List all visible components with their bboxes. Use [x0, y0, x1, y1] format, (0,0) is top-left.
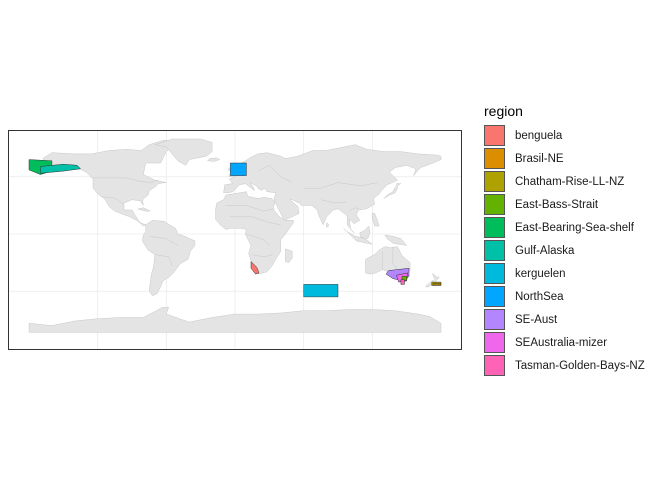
legend-item-brasil-ne: Brasil-NE: [484, 147, 670, 170]
legend-label: kerguelen: [515, 267, 566, 280]
legend-swatch-gulf-alaska: [484, 240, 505, 261]
country-border: [101, 196, 125, 205]
legend-swatch-chatham: [484, 171, 505, 192]
land-masses: [28, 138, 442, 333]
legend-item-east-bearing: East-Bearing-Sea-shelf: [484, 216, 670, 239]
land-iceland: [207, 157, 220, 162]
legend-swatch-northsea: [484, 286, 505, 307]
land-nz-north: [432, 273, 440, 282]
legend-swatch-brasil-ne: [484, 148, 505, 169]
country-border: [91, 177, 159, 183]
land-africa: [215, 191, 294, 275]
legend-item-se-aust: SE-Aust: [484, 308, 670, 331]
land-cuba: [137, 207, 151, 212]
country-border: [149, 236, 178, 246]
country-border: [154, 254, 173, 267]
land-arabia-madagascar: [285, 248, 293, 263]
legend-item-east-bass: East-Bass-Strait: [484, 193, 670, 216]
legend-label: SE-Aust: [515, 313, 558, 326]
legend-item-chatham: Chatham-Rise-LL-NZ: [484, 170, 670, 193]
country-border: [225, 205, 276, 212]
legend-label: East-Bass-Strait: [515, 198, 599, 211]
legend-swatch-kerguelen: [484, 263, 505, 284]
legend-item-benguela: benguela: [484, 124, 670, 147]
legend-label: East-Bearing-Sea-shelf: [515, 221, 634, 234]
legend-item-northsea: NorthSea: [484, 285, 670, 308]
legend-item-gulf-alaska: Gulf-Alaska: [484, 239, 670, 262]
country-border: [246, 233, 270, 246]
legend: region benguela Brasil-NE Chatham-Rise-LL-…: [484, 100, 670, 377]
legend-swatch-se-aust: [484, 309, 505, 330]
land-south-america: [142, 220, 196, 297]
land-philippines: [372, 213, 380, 227]
legend-swatch-east-bearing: [484, 217, 505, 238]
legend-label: Tasman-Golden-Bays-NZ: [515, 359, 645, 372]
region-east-bass: [401, 276, 407, 281]
legend-item-seaustralia-mizer: SEAustralia-mizer: [484, 331, 670, 354]
legend-title: region: [484, 103, 523, 119]
legend-swatch-east-bass: [484, 194, 505, 215]
region-tasman: [400, 279, 405, 285]
land-antarctica: [28, 306, 442, 333]
land-new-guinea: [384, 234, 407, 246]
country-border: [229, 216, 281, 226]
land-borneo: [359, 225, 371, 239]
legend-swatch-benguela: [484, 125, 505, 146]
legend-swatch-tasman: [484, 355, 505, 376]
region-gulf-alaska: [40, 163, 82, 174]
legend-item-tasman: Tasman-Golden-Bays-NZ: [484, 354, 670, 377]
country-border: [252, 254, 273, 258]
legend-label: Gulf-Alaska: [515, 244, 575, 257]
legend-label: SEAustralia-mizer: [515, 336, 608, 349]
region-kerguelen: [303, 284, 339, 298]
legend-item-kerguelen: kerguelen: [484, 262, 670, 285]
region-benguela: [250, 260, 260, 275]
legend-swatch-seaustralia-mizer: [484, 332, 505, 353]
legend-label: NorthSea: [515, 290, 564, 303]
legend-items: benguela Brasil-NE Chatham-Rise-LL-NZ East-…: [484, 124, 670, 377]
land-sri-lanka: [326, 222, 329, 228]
land-greenland: [154, 138, 213, 166]
country-border: [257, 164, 293, 183]
country-border: [349, 207, 359, 212]
legend-label: benguela: [515, 129, 563, 142]
land-japan: [383, 183, 402, 199]
legend-label: Brasil-NE: [515, 152, 564, 165]
region-northsea: [230, 162, 247, 176]
map-panel: [8, 130, 462, 350]
country-border: [303, 182, 379, 189]
land-eurasia: [223, 144, 442, 234]
world-map: [9, 131, 461, 349]
land-north-america: [42, 139, 179, 227]
region-brasil-ne: [432, 283, 442, 286]
legend-label: Chatham-Rise-LL-NZ: [515, 175, 625, 188]
country-border: [320, 199, 347, 204]
highlighted-regions: [28, 159, 442, 298]
land-indonesia: [343, 228, 373, 245]
